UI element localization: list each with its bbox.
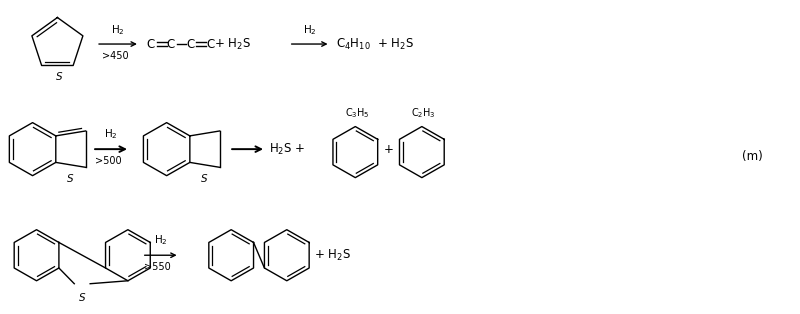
Text: (m): (m) — [742, 150, 763, 164]
Text: S: S — [56, 72, 62, 82]
Text: + H$_2$S: + H$_2$S — [214, 36, 251, 51]
Text: C$_3$H$_5$: C$_3$H$_5$ — [345, 106, 370, 120]
Text: C$_2$H$_3$: C$_2$H$_3$ — [411, 106, 436, 120]
Text: >450: >450 — [102, 51, 128, 61]
Text: H$_2$: H$_2$ — [302, 23, 317, 37]
Text: C$_4$H$_{10}$  + H$_2$S: C$_4$H$_{10}$ + H$_2$S — [337, 36, 414, 51]
Text: S: S — [202, 174, 208, 184]
Text: + H$_2$S: + H$_2$S — [314, 248, 350, 263]
Text: C: C — [146, 38, 155, 51]
Text: S: S — [79, 293, 86, 303]
Text: >550: >550 — [144, 262, 171, 272]
Text: H$_2$S +: H$_2$S + — [269, 142, 306, 157]
Text: H$_2$: H$_2$ — [104, 127, 118, 141]
Text: H$_2$: H$_2$ — [111, 23, 125, 37]
Text: C: C — [186, 38, 194, 51]
Text: S: S — [67, 174, 74, 184]
Text: C: C — [166, 38, 175, 51]
Text: +: + — [384, 143, 394, 156]
Text: C: C — [206, 38, 214, 51]
Text: H$_2$: H$_2$ — [154, 234, 167, 247]
Text: >500: >500 — [94, 156, 122, 166]
